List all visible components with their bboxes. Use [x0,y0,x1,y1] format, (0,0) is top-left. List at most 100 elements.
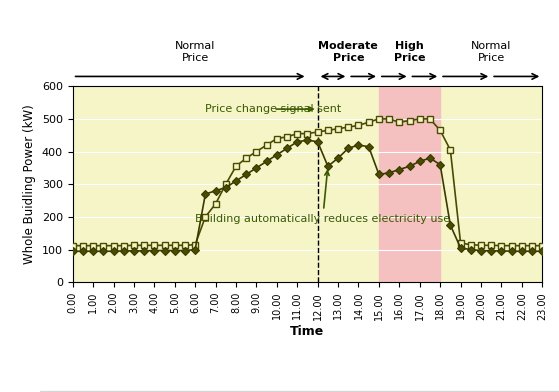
Actual Building Electricity Use With DR [90,249,97,254]
Estimated Building Electricity Use Without DR [192,242,198,247]
Actual Building Electricity Use With DR [233,179,239,183]
Actual Building Electricity Use With DR [273,152,280,157]
Actual Building Electricity Use With DR [110,249,117,254]
Estimated Building Electricity Use Without DR [345,125,352,129]
Estimated Building Electricity Use Without DR [151,243,158,248]
Actual Building Electricity Use With DR [325,164,331,169]
Estimated Building Electricity Use Without DR [79,243,86,248]
Estimated Building Electricity Use Without DR [253,149,260,154]
Actual Building Electricity Use With DR [447,223,454,227]
Actual Building Electricity Use With DR [243,172,249,177]
Text: Normal
Price: Normal Price [471,41,511,63]
Actual Building Electricity Use With DR [518,249,525,254]
Actual Building Electricity Use With DR [141,249,148,253]
Actual Building Electricity Use With DR [263,159,270,164]
Actual Building Electricity Use With DR [222,185,229,190]
Estimated Building Electricity Use Without DR [386,116,392,121]
Estimated Building Electricity Use Without DR [325,128,331,132]
Bar [379,86,440,282]
Actual Building Electricity Use With DR [366,144,372,149]
Actual Building Electricity Use With DR [416,159,423,164]
Estimated Building Electricity Use Without DR [110,243,117,248]
Estimated Building Electricity Use Without DR [233,164,239,169]
Actual Building Electricity Use With DR [202,192,209,196]
Actual Building Electricity Use With DR [498,249,505,253]
Estimated Building Electricity Use Without DR [437,128,443,132]
Estimated Building Electricity Use Without DR [131,243,138,248]
Actual Building Electricity Use With DR [192,247,198,252]
Actual Building Electricity Use With DR [376,172,382,177]
Actual Building Electricity Use With DR [69,249,76,254]
Actual Building Electricity Use With DR [161,248,168,253]
Estimated Building Electricity Use Without DR [467,242,474,247]
Actual Building Electricity Use With DR [508,249,515,254]
Estimated Building Electricity Use Without DR [202,214,209,219]
Actual Building Electricity Use With DR [131,249,138,253]
Estimated Building Electricity Use Without DR [406,118,413,123]
Actual Building Electricity Use With DR [212,189,219,193]
Estimated Building Electricity Use Without DR [100,243,107,248]
Text: Building automatically reduces electricity use: Building automatically reduces electrici… [195,171,451,223]
Actual Building Electricity Use With DR [477,248,484,253]
Actual Building Electricity Use With DR [172,248,178,253]
Actual Building Electricity Use With DR [79,249,86,254]
Estimated Building Electricity Use Without DR [529,243,536,248]
Estimated Building Electricity Use Without DR [304,131,311,136]
Text: Price change signal sent: Price change signal sent [205,104,342,114]
Actual Building Electricity Use With DR [457,245,464,250]
Actual Building Electricity Use With DR [539,249,546,254]
X-axis label: Time: Time [290,325,325,338]
Actual Building Electricity Use With DR [345,146,352,151]
Estimated Building Electricity Use Without DR [222,182,229,187]
Actual Building Electricity Use With DR [355,143,362,147]
Estimated Building Electricity Use Without DR [457,241,464,245]
Estimated Building Electricity Use Without DR [477,243,484,248]
Actual Building Electricity Use With DR [253,165,260,170]
Estimated Building Electricity Use Without DR [182,243,188,248]
Estimated Building Electricity Use Without DR [539,243,546,248]
Line: Actual Building Electricity Use With DR: Actual Building Electricity Use With DR [70,137,545,254]
Estimated Building Electricity Use Without DR [172,243,178,248]
Actual Building Electricity Use With DR [488,249,495,253]
Actual Building Electricity Use With DR [396,167,402,172]
Actual Building Electricity Use With DR [335,156,342,160]
Actual Building Electricity Use With DR [304,138,311,143]
Actual Building Electricity Use With DR [427,156,433,160]
Text: Moderate
Price: Moderate Price [319,41,378,63]
Actual Building Electricity Use With DR [294,140,301,144]
Estimated Building Electricity Use Without DR [366,120,372,125]
Actual Building Electricity Use With DR [386,171,392,175]
Line: Estimated Building Electricity Use Without DR: Estimated Building Electricity Use Witho… [70,116,545,249]
Actual Building Electricity Use With DR [467,247,474,252]
Estimated Building Electricity Use Without DR [263,143,270,147]
Actual Building Electricity Use With DR [182,248,188,253]
Estimated Building Electricity Use Without DR [335,126,342,131]
Estimated Building Electricity Use Without DR [427,116,433,121]
Estimated Building Electricity Use Without DR [416,116,423,121]
Estimated Building Electricity Use Without DR [508,243,515,248]
Estimated Building Electricity Use Without DR [518,243,525,248]
Estimated Building Electricity Use Without DR [498,243,505,248]
Estimated Building Electricity Use Without DR [376,116,382,121]
Estimated Building Electricity Use Without DR [120,243,127,248]
Estimated Building Electricity Use Without DR [90,243,97,248]
Actual Building Electricity Use With DR [406,164,413,169]
Estimated Building Electricity Use Without DR [488,243,495,248]
Estimated Building Electricity Use Without DR [161,243,168,248]
Estimated Building Electricity Use Without DR [243,156,249,160]
Actual Building Electricity Use With DR [529,249,536,254]
Text: High
Price: High Price [394,41,425,63]
Estimated Building Electricity Use Without DR [273,136,280,141]
Estimated Building Electricity Use Without DR [69,243,76,248]
Estimated Building Electricity Use Without DR [447,148,454,152]
Estimated Building Electricity Use Without DR [396,120,402,125]
Estimated Building Electricity Use Without DR [141,243,148,248]
Actual Building Electricity Use With DR [100,249,107,254]
Actual Building Electricity Use With DR [314,140,321,144]
Actual Building Electricity Use With DR [120,249,127,253]
Estimated Building Electricity Use Without DR [314,130,321,134]
Estimated Building Electricity Use Without DR [212,201,219,206]
Y-axis label: Whole Buidling Power (kW): Whole Buidling Power (kW) [23,104,36,264]
Actual Building Electricity Use With DR [437,162,443,167]
Actual Building Electricity Use With DR [151,248,158,253]
